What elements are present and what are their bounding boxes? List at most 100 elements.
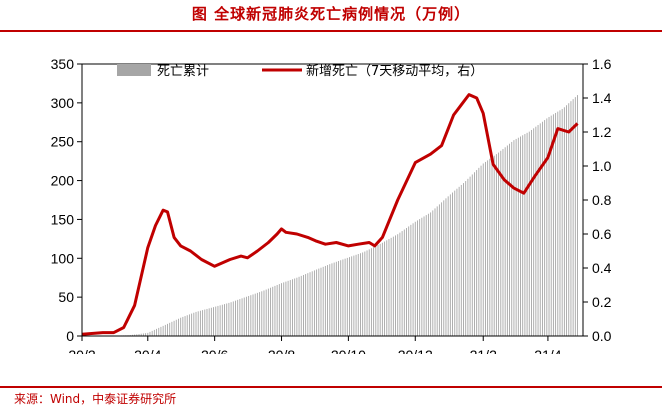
cumulative-bar [478,167,480,336]
cumulative-bar [213,307,214,336]
cumulative-bar [208,308,210,336]
cumulative-bar [265,289,267,336]
x-tick-label: 21/2 [470,347,497,354]
x-tick-label: 21/4 [534,347,561,354]
cumulative-bar [509,143,510,336]
cumulative-bar [292,279,293,336]
cumulative-bar [397,234,399,336]
cumulative-bar [287,280,289,336]
cumulative-bar [331,263,333,336]
cumulative-bar [456,188,458,336]
cumulative-bar [399,232,401,336]
cumulative-bar [460,184,462,336]
cumulative-bar [344,258,346,336]
chart: 0 50 100 150 200 250 300 350 0.0 0.2 0.4 0.6 0.8 1.0 1… [51,56,612,354]
cumulative-bar [173,320,175,336]
cumulative-bar [305,274,307,336]
cumulative-bar [298,276,300,336]
cumulative-bar [160,326,162,336]
x-tick-label: 20/4 [134,347,161,354]
x-tick-label: 20/8 [268,347,295,354]
cumulative-bar [311,271,313,336]
cumulative-bar [454,190,456,336]
cumulative-bar [449,194,451,336]
cumulative-bar [370,248,372,336]
cumulative-bar [414,221,416,336]
cumulative-bar [267,288,269,336]
cumulative-bar [235,300,236,336]
x-tick-label: 20/10 [331,347,366,354]
cumulative-bar [136,334,138,336]
cumulative-bar [495,154,497,336]
cumulative-bar [169,322,171,336]
cumulative-bar [243,297,245,336]
cumulative-bar [342,259,344,336]
right-tick-label: 0.6 [592,226,612,242]
cumulative-bar [338,261,339,336]
cumulative-bar [438,204,440,336]
right-tick-label: 1.2 [592,124,612,140]
cumulative-bar [204,309,206,336]
cumulative-bar [568,103,570,336]
legend: 死亡累计 新增死亡（7天移动平均，右） [117,63,483,79]
cumulative-bar [408,226,410,336]
cumulative-bar [202,310,204,336]
cumulative-bar [465,181,467,336]
cumulative-bar [546,118,548,336]
cumulative-bar [513,140,515,336]
cumulative-bar [552,114,554,336]
cumulative-bar [360,253,361,336]
cumulative-bar [524,134,526,336]
cumulative-bar [322,266,324,336]
cumulative-bar [193,312,195,336]
cumulative-bar [156,328,157,336]
cumulative-bar [467,178,469,336]
cumulative-bar [417,220,418,336]
cumulative-bar [270,287,272,336]
cumulative-bar [254,293,256,336]
cumulative-bar [550,115,552,337]
cumulative-bar [423,216,425,336]
left-tick-label: 250 [51,134,75,150]
cumulative-bar [320,267,322,336]
cumulative-bar [458,186,460,336]
cumulative-bar [500,150,502,336]
cumulative-bar [349,257,350,336]
cumulative-bar [285,281,287,336]
cumulative-bar [164,324,166,336]
cumulative-bar [511,141,513,336]
right-tick-label: 0.2 [592,294,612,310]
cumulative-bar [362,252,364,336]
cumulative-bar [368,249,370,336]
cumulative-bar [506,145,508,336]
left-tick-label: 100 [51,250,75,266]
cumulative-bar [373,247,375,336]
cumulative-bar [278,284,280,336]
x-tick-label: 20/2 [68,347,95,354]
left-tick-label: 300 [51,95,75,111]
cumulative-bar [316,269,318,336]
cumulative-bar [482,163,484,336]
cumulative-bar [256,292,258,336]
cumulative-bar [180,317,182,336]
cumulative-bar [329,264,331,336]
cumulative-bar [515,138,517,336]
cumulative-bar [384,241,386,336]
right-tick-label: 0.8 [592,192,612,208]
cumulative-bar [294,278,296,336]
cumulative-bar [386,240,388,336]
cumulative-bar [191,313,193,336]
cumulative-bar [224,304,225,336]
daily-deaths-line [81,93,579,336]
cumulative-bar [463,183,464,336]
right-tick-label: 0.4 [592,260,612,276]
left-tick-label: 200 [51,173,75,189]
cumulative-bar [434,208,436,336]
cumulative-bar [381,242,383,336]
cumulative-bar [167,323,168,336]
cumulative-bar [232,301,234,336]
cumulative-bar [199,310,201,336]
cumulative-bar [195,311,197,336]
left-tick-label: 150 [51,211,75,227]
cumulative-bar [539,123,541,336]
